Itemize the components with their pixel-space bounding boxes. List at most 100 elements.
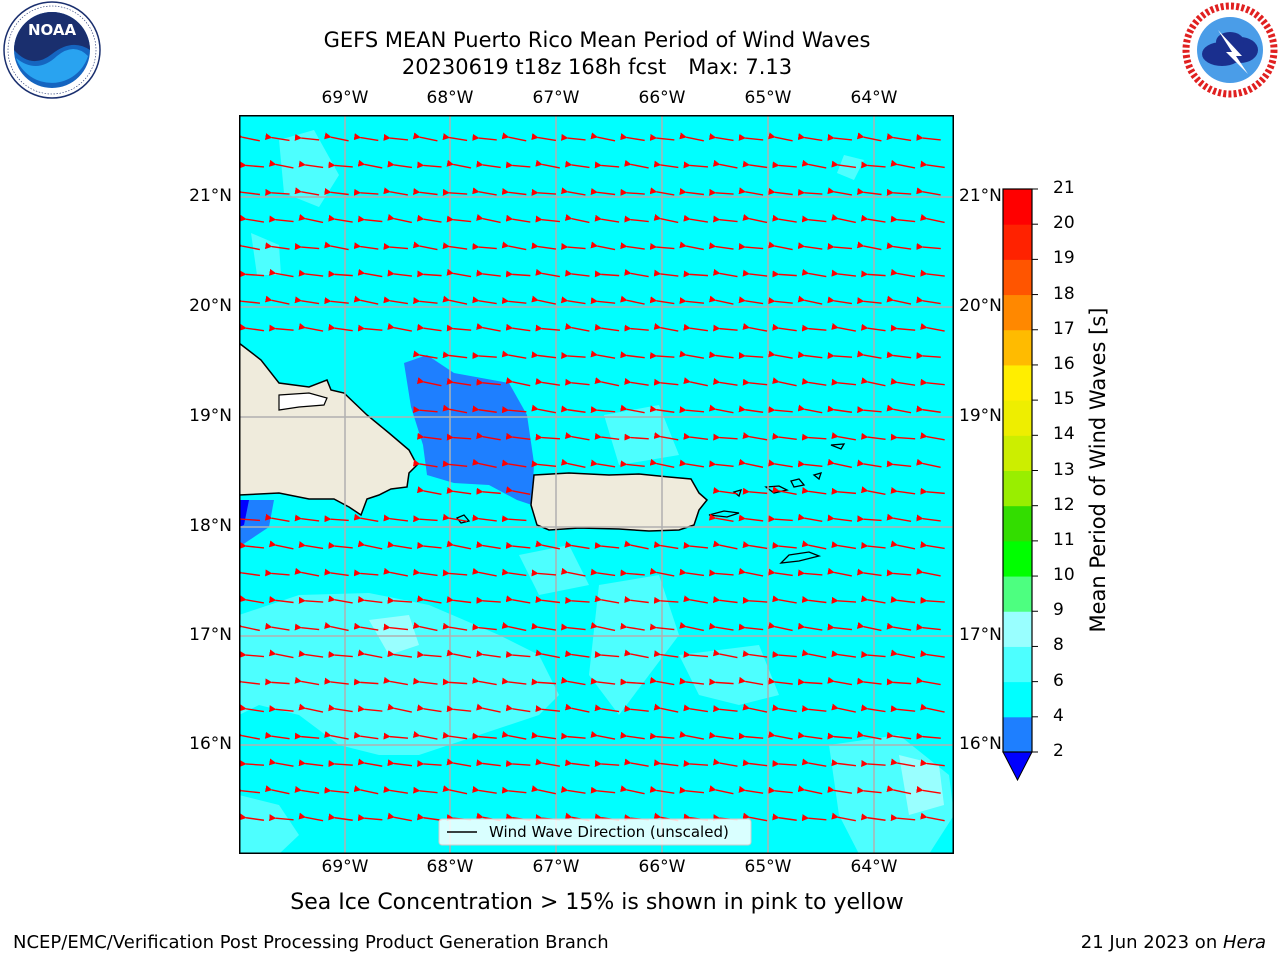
wind-wave-arrow: [649, 785, 675, 794]
wind-wave-arrow: [531, 404, 556, 414]
wind-wave-arrow: [827, 405, 853, 413]
wind-wave-arrow: [624, 268, 649, 278]
footer-org: NCEP/EMC/Verification Post Processing Pr…: [13, 932, 609, 953]
lat-label: 21°N: [959, 186, 1002, 206]
wind-wave-arrow: [501, 241, 527, 251]
wind-wave-arrow: [801, 324, 827, 332]
max-value: Max: 7.13: [688, 55, 793, 79]
wind-wave-arrow: [886, 678, 912, 686]
wind-wave-arrow: [801, 596, 827, 604]
wind-wave-arrow: [772, 214, 797, 223]
wind-wave-arrow: [827, 785, 852, 794]
wind-wave-arrow: [446, 324, 472, 332]
wind-wave-arrow: [235, 786, 261, 794]
wind-wave-arrow: [590, 459, 616, 468]
wind-wave-arrow: [357, 159, 383, 169]
wind-wave-arrow: [683, 704, 708, 713]
period-2-4-patch: [404, 355, 534, 505]
wind-wave-arrow: [890, 596, 916, 604]
wind-wave-arrow: [564, 323, 590, 332]
wind-wave-arrow: [738, 676, 764, 686]
wind-wave-arrow: [742, 759, 768, 767]
wind-wave-arrow: [324, 241, 349, 251]
wind-wave-arrow: [738, 405, 764, 413]
lat-label: 18°N: [189, 516, 232, 536]
wind-wave-arrow: [505, 486, 531, 496]
wind-wave-arrow: [768, 188, 793, 196]
wind-wave-arrow: [416, 486, 442, 496]
wind-wave-arrow: [653, 213, 679, 224]
wind-wave-arrow: [383, 133, 409, 141]
wind-wave-arrow: [531, 622, 556, 631]
wind-wave-arrow: [476, 703, 501, 713]
wind-wave-arrow: [264, 785, 290, 795]
wind-wave-arrow: [298, 323, 324, 332]
wind-wave-arrow: [501, 621, 527, 632]
wind-wave-arrow: [713, 433, 738, 441]
wind-wave-arrow: [831, 378, 857, 386]
wind-wave-arrow: [357, 705, 383, 713]
wind-wave-arrow: [768, 786, 793, 794]
period-6-8-patches: [239, 130, 954, 854]
wind-wave-arrow: [916, 242, 941, 250]
wind-wave-arrow: [772, 432, 797, 440]
wind-wave-arrow: [797, 731, 823, 740]
wind-wave-arrow: [501, 731, 527, 740]
wind-wave-arrow: [298, 596, 324, 604]
lat-label: 17°N: [959, 625, 1002, 645]
wind-wave-arrow: [708, 351, 734, 359]
wind-wave-arrow: [590, 297, 616, 305]
wind-wave-arrow: [797, 460, 823, 468]
wind-wave-arrow: [831, 160, 857, 169]
colorbar-bin: [1003, 224, 1032, 260]
wind-wave-arrow: [649, 458, 675, 468]
wind-wave-arrow: [324, 568, 349, 577]
wind-wave-arrow: [328, 650, 353, 658]
wind-wave-arrow: [801, 159, 827, 169]
wind-wave-arrow: [797, 513, 823, 523]
legend-label: Wind Wave Direction (unscaled): [489, 823, 729, 841]
wind-wave-arrow: [239, 650, 265, 658]
wind-wave-arrow: [594, 270, 620, 278]
wind-wave-arrow: [442, 351, 468, 359]
wind-wave-arrow: [861, 270, 886, 278]
wind-wave-arrow: [442, 188, 468, 196]
wind-wave-arrow: [268, 540, 294, 550]
wind-wave-arrow: [742, 378, 768, 386]
wind-wave-arrow: [264, 133, 290, 142]
noaa-logo: NOAA: [3, 1, 101, 99]
wind-wave-arrow: [505, 541, 531, 549]
wind-wave-arrow: [860, 214, 886, 223]
wind-wave-arrow: [446, 268, 472, 278]
wind-wave-arrow: [620, 133, 645, 142]
wind-wave-arrow: [239, 704, 264, 713]
wind-wave-arrow: [920, 160, 945, 169]
map-frame: [239, 115, 954, 854]
wind-wave-arrow: [235, 621, 260, 632]
wind-wave-arrow: [501, 188, 527, 196]
wind-wave-arrow: [708, 622, 734, 631]
wind-wave-arrow: [827, 567, 852, 577]
wind-wave-arrow: [620, 622, 645, 631]
lat-label: 16°N: [189, 734, 232, 754]
wind-wave-arrow: [353, 731, 379, 740]
wind-wave-arrow: [383, 242, 409, 250]
wind-wave-arrow: [264, 295, 290, 305]
wind-wave-arrow: [472, 676, 497, 686]
lon-label: 69°W: [321, 88, 369, 108]
wind-wave-arrow: [476, 269, 501, 277]
wind-wave-arrow: [413, 515, 438, 523]
wind-wave-arrow: [860, 813, 886, 821]
wind-wave-arrow: [886, 188, 912, 196]
wind-wave-arrow: [708, 731, 734, 740]
wind-wave-arrow: [235, 677, 261, 685]
noaa-logo-text: NOAA: [28, 21, 77, 39]
wind-wave-arrow: [239, 323, 265, 332]
small-islands: [455, 443, 846, 564]
wind-wave-arrow: [860, 595, 886, 604]
colorbar-tick-label: 15: [1053, 389, 1075, 410]
wind-wave-arrow: [505, 270, 531, 278]
wind-wave-arrow: [738, 187, 764, 196]
wind-wave-arrow: [235, 241, 260, 251]
wind-wave-arrow: [383, 732, 409, 740]
